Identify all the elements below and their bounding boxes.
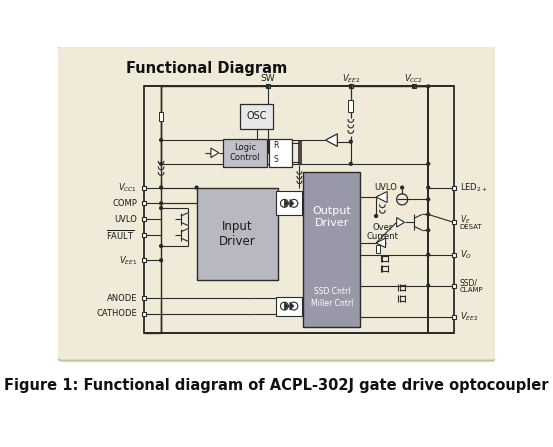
Polygon shape — [284, 199, 288, 207]
Text: Functional Diagram: Functional Diagram — [126, 62, 287, 76]
Circle shape — [427, 162, 430, 165]
Text: $V_O$: $V_O$ — [460, 249, 472, 261]
Circle shape — [349, 140, 352, 143]
Text: UVLO: UVLO — [114, 215, 137, 224]
Circle shape — [427, 198, 430, 201]
Circle shape — [427, 229, 430, 232]
Bar — [142, 186, 145, 190]
Text: $V_E$: $V_E$ — [460, 214, 471, 226]
Text: Current: Current — [367, 232, 398, 241]
Text: Figure 1: Functional diagram of ACPL-302J gate drive optocoupler: Figure 1: Functional diagram of ACPL-302… — [4, 378, 549, 392]
Bar — [266, 84, 270, 89]
Circle shape — [160, 259, 163, 261]
Text: SSD Cntrl: SSD Cntrl — [314, 287, 350, 296]
Circle shape — [401, 186, 404, 189]
Circle shape — [160, 162, 163, 165]
Bar — [412, 84, 416, 89]
Bar — [452, 220, 456, 224]
Polygon shape — [290, 302, 294, 310]
Polygon shape — [376, 191, 387, 202]
Bar — [348, 100, 353, 113]
Text: OSC: OSC — [247, 111, 267, 122]
Bar — [223, 139, 267, 167]
Text: UVLO: UVLO — [374, 183, 397, 192]
Bar — [276, 297, 302, 316]
Bar — [452, 283, 456, 287]
Circle shape — [195, 186, 198, 189]
Circle shape — [427, 85, 430, 88]
Circle shape — [427, 284, 430, 287]
Bar — [142, 201, 145, 205]
Text: R: R — [273, 141, 279, 150]
Bar — [276, 191, 302, 215]
Bar — [452, 186, 456, 190]
Text: Input
Driver: Input Driver — [219, 220, 255, 248]
Polygon shape — [284, 302, 288, 310]
Bar — [240, 104, 273, 129]
Circle shape — [160, 186, 163, 189]
Polygon shape — [211, 148, 219, 157]
Polygon shape — [326, 134, 337, 147]
Bar — [349, 84, 353, 89]
Bar — [142, 258, 145, 262]
Text: $V_{CC2}$: $V_{CC2}$ — [404, 72, 424, 85]
Bar — [142, 233, 145, 237]
Text: Logic
Control: Logic Control — [229, 143, 260, 162]
Circle shape — [160, 139, 163, 142]
Text: S: S — [273, 156, 278, 164]
Bar — [142, 312, 145, 316]
Text: LED$_{2+}$: LED$_{2+}$ — [460, 181, 488, 194]
Bar — [452, 253, 456, 257]
Circle shape — [160, 202, 163, 205]
Text: Miller Cntrl: Miller Cntrl — [311, 299, 353, 308]
Circle shape — [413, 85, 415, 88]
Polygon shape — [376, 238, 385, 248]
FancyBboxPatch shape — [57, 45, 497, 361]
Bar — [304, 172, 360, 328]
Text: $V_{EE2}$: $V_{EE2}$ — [460, 311, 478, 324]
Circle shape — [427, 253, 430, 256]
Bar — [159, 112, 164, 121]
Text: CLAMP: CLAMP — [460, 287, 483, 293]
Text: $\overline{\mathrm{FAULT}}$: $\overline{\mathrm{FAULT}}$ — [106, 228, 134, 242]
Circle shape — [374, 215, 378, 217]
Circle shape — [427, 186, 430, 189]
Bar — [377, 245, 380, 253]
Circle shape — [349, 85, 352, 88]
Text: CATHODE: CATHODE — [97, 309, 137, 319]
Text: SW: SW — [260, 74, 275, 83]
Bar — [144, 86, 453, 333]
Bar — [269, 139, 293, 167]
Text: $V_{EE1}$: $V_{EE1}$ — [119, 254, 137, 266]
Polygon shape — [290, 199, 294, 207]
Text: SSD/: SSD/ — [460, 278, 478, 288]
Bar — [197, 188, 278, 280]
Text: Over: Over — [372, 223, 393, 232]
Text: $V_{CC1}$: $V_{CC1}$ — [118, 181, 137, 194]
Bar — [452, 315, 456, 319]
Text: COMP: COMP — [112, 199, 137, 208]
Bar — [142, 217, 145, 221]
Circle shape — [267, 85, 269, 88]
Text: ANODE: ANODE — [107, 294, 137, 303]
Text: DESAT: DESAT — [460, 224, 482, 230]
Text: $V_{EE2}$: $V_{EE2}$ — [342, 72, 360, 85]
Circle shape — [160, 245, 163, 248]
Text: Output
Driver: Output Driver — [312, 206, 351, 228]
Circle shape — [349, 162, 352, 165]
Circle shape — [427, 213, 430, 216]
Bar — [142, 296, 145, 300]
Polygon shape — [397, 218, 405, 227]
Circle shape — [160, 207, 163, 210]
